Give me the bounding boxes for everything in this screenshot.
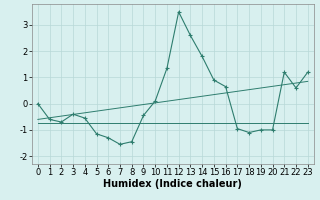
X-axis label: Humidex (Indice chaleur): Humidex (Indice chaleur)	[103, 179, 242, 189]
